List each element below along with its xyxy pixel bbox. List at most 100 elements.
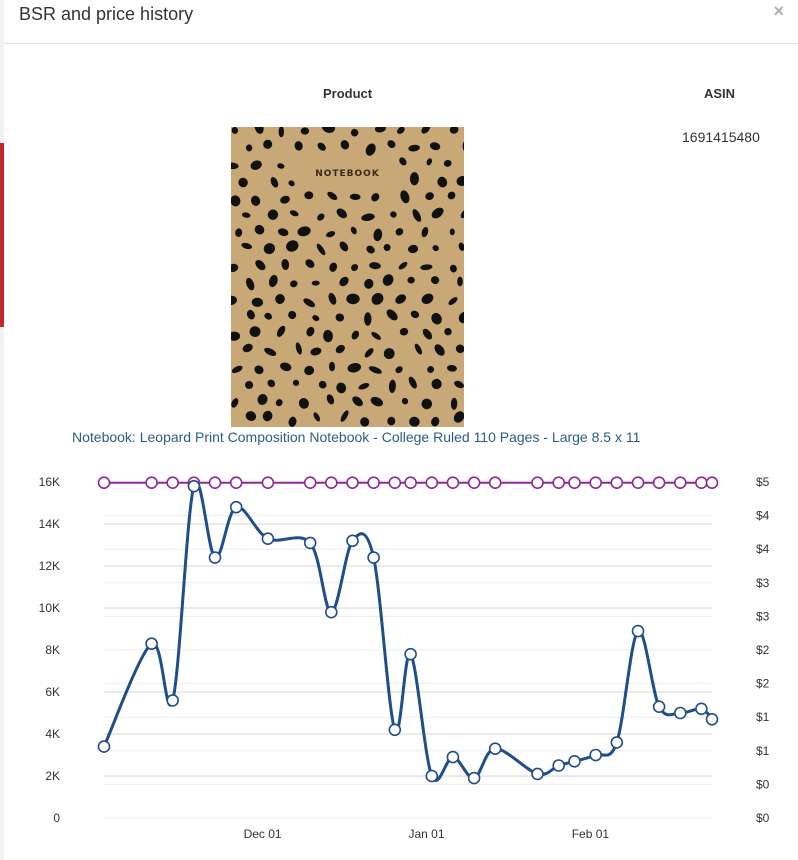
bsr-series-point[interactable] [208, 551, 222, 564]
leopard-spot [368, 366, 382, 374]
leopard-spot [398, 261, 408, 270]
leopard-spot [366, 245, 375, 254]
bsr-series-point[interactable] [145, 637, 158, 650]
price-series-point[interactable] [488, 476, 502, 490]
close-icon[interactable]: × [773, 1, 784, 21]
leopard-spot [242, 343, 253, 353]
price-series-point[interactable] [261, 476, 275, 490]
bsr-series-point[interactable] [97, 740, 111, 753]
price-series-point[interactable] [166, 476, 179, 490]
leopard-spot [286, 240, 299, 252]
bsr-series-point[interactable] [488, 742, 502, 756]
leopard-spot [388, 379, 396, 393]
bsr-series-point[interactable] [367, 551, 380, 564]
leopard-spot [458, 311, 464, 324]
price-series-point[interactable] [467, 476, 481, 490]
bsr-series-point[interactable] [467, 771, 481, 785]
leopard-spot [386, 309, 398, 321]
price-series-point[interactable] [208, 476, 222, 490]
bsr-series-point[interactable] [610, 736, 624, 749]
price-series-point[interactable] [425, 476, 439, 490]
bsr-series-point[interactable] [404, 647, 417, 661]
price-series-point[interactable] [589, 476, 603, 490]
y-left-tick-label: 4K [45, 727, 60, 741]
bsr-series-point[interactable] [303, 536, 317, 550]
bsr-series-point[interactable] [552, 759, 566, 772]
leopard-spot [288, 416, 297, 427]
price-series-point[interactable] [346, 476, 359, 490]
leopard-spot [298, 398, 309, 409]
leopard-spot [297, 226, 311, 237]
y-right-tick-label: $1 [756, 744, 770, 758]
bsr-series-point[interactable] [166, 694, 179, 707]
leopard-spot [399, 157, 407, 166]
y-left-tick-label: 2K [45, 769, 60, 783]
leopard-spot [281, 259, 290, 270]
bsr-series-point[interactable] [589, 748, 603, 762]
bsr-series-point[interactable] [673, 706, 687, 720]
bsr-series-point[interactable] [425, 769, 439, 783]
bsr-series-point[interactable] [324, 605, 338, 619]
y-right-tick-label: $2 [756, 643, 770, 657]
price-series-point[interactable] [652, 476, 666, 490]
price-series-point[interactable] [388, 476, 402, 490]
bsr-series-point[interactable] [631, 624, 645, 638]
leopard-spot [290, 280, 298, 288]
bsr-series-point[interactable] [261, 532, 275, 545]
bsr-series-point[interactable] [229, 500, 243, 514]
price-series-point[interactable] [695, 476, 708, 490]
bsr-series-point[interactable] [446, 750, 460, 764]
y-right-tick-label: $1 [756, 710, 770, 724]
leopard-spot [241, 242, 253, 250]
price-series-point[interactable] [446, 476, 460, 490]
bsr-series-point[interactable] [652, 700, 666, 713]
y-left-tick-label: 6K [45, 685, 60, 699]
leopard-spot [395, 294, 407, 304]
leopard-spot [350, 226, 357, 235]
y-right-tick-label: $3 [756, 609, 770, 623]
leopard-spot [450, 397, 458, 410]
leopard-spot [231, 263, 239, 273]
background-page [0, 0, 4, 860]
leopard-spot [328, 361, 336, 372]
bsr-series-point[interactable] [568, 754, 581, 768]
price-series-point[interactable] [610, 476, 624, 490]
bsr-series-point[interactable] [705, 713, 719, 726]
leopard-spot [455, 344, 464, 354]
price-series-point[interactable] [705, 476, 719, 490]
leopard-spot [350, 128, 359, 137]
leopard-spot [373, 228, 383, 242]
price-series-point[interactable] [568, 476, 581, 490]
leopard-spot [412, 209, 422, 222]
bsr-series-point[interactable] [531, 767, 544, 781]
bsr-series-point[interactable] [388, 723, 402, 737]
price-series-point[interactable] [145, 476, 158, 490]
price-series-point[interactable] [673, 476, 687, 490]
price-series-point[interactable] [404, 476, 417, 490]
price-series-point[interactable] [97, 476, 111, 490]
price-series-point[interactable] [324, 476, 338, 490]
price-series-point[interactable] [552, 476, 566, 490]
leopard-spot [263, 243, 276, 255]
leopard-spot [407, 276, 415, 284]
product-title-link[interactable]: Notebook: Leopard Print Composition Note… [72, 429, 641, 445]
leopard-spot [360, 417, 370, 427]
leopard-spot [365, 143, 376, 156]
product-cover-image[interactable]: NOTEBOOK [231, 127, 464, 427]
price-series-point[interactable] [631, 476, 645, 490]
price-series-point[interactable] [367, 476, 380, 490]
leopard-spot [306, 326, 315, 337]
leopard-spot [294, 141, 303, 151]
leopard-spot [295, 342, 302, 355]
price-series-point[interactable] [531, 476, 544, 490]
leopard-spot [275, 399, 283, 407]
bsr-series-point[interactable] [695, 702, 708, 716]
bsr-series-point[interactable] [187, 479, 201, 493]
leopard-spot [408, 144, 420, 152]
y-left-tick-label: 10K [39, 601, 60, 615]
bsr-series-point[interactable] [346, 534, 359, 548]
price-series-point[interactable] [229, 476, 243, 490]
price-series-point[interactable] [303, 476, 317, 490]
leopard-spot [262, 410, 273, 422]
leopard-spot [364, 278, 374, 289]
